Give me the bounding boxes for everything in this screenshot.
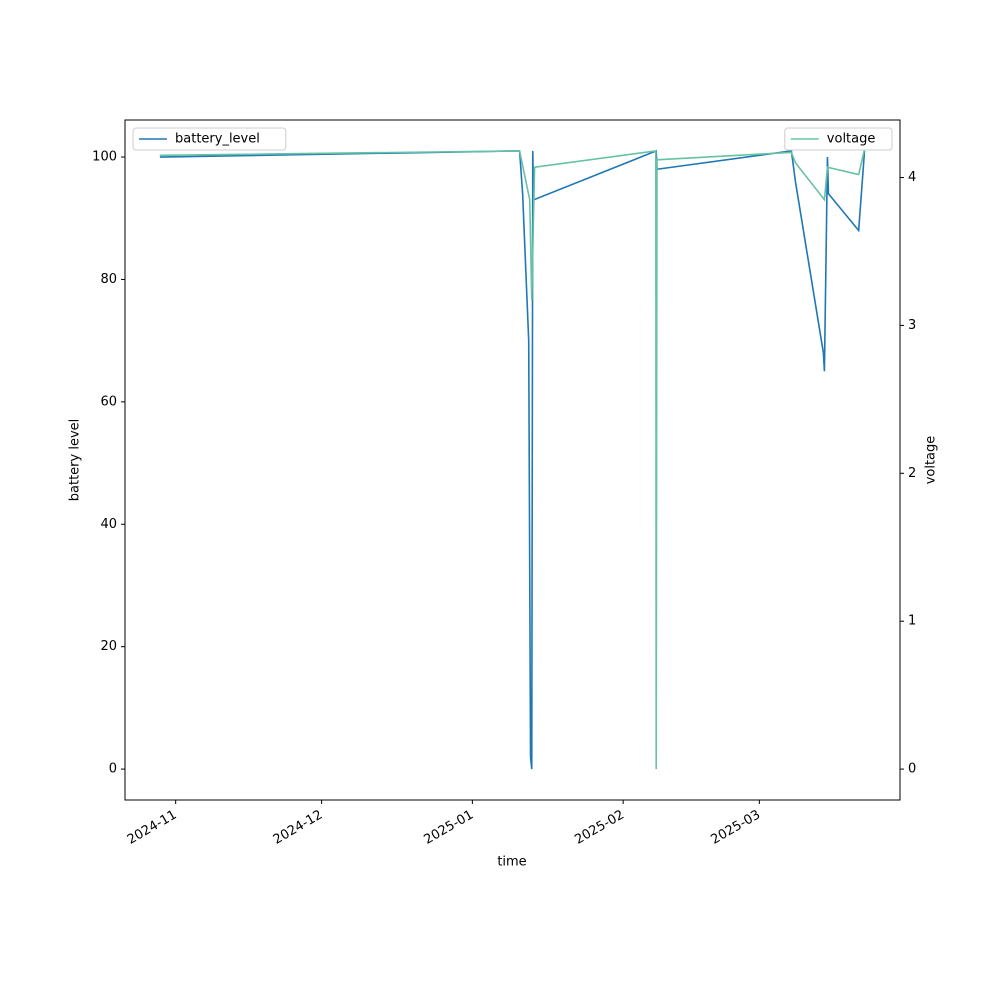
plot-frame [124, 119, 901, 801]
y-tick-label: 60 [100, 394, 117, 409]
y2-tick-label: 0 [908, 762, 916, 777]
x-axis-label: time [497, 855, 526, 870]
y-tick-label: 0 [109, 762, 117, 777]
legend: battery_level [132, 127, 287, 151]
y-tick-label: 40 [100, 517, 117, 532]
legend-box [784, 127, 893, 151]
y2-tick-label: 1 [908, 614, 916, 629]
data-line [159, 149, 866, 770]
y-tick-label: 80 [100, 272, 117, 287]
y-tick-label: 100 [92, 150, 117, 165]
legend-box [132, 127, 287, 151]
x-tick-label: 2025-02 [572, 808, 627, 848]
x-tick-label: 2025-01 [422, 808, 477, 848]
legend-label: battery_level [175, 132, 260, 147]
x-tick-label: 2025-03 [709, 808, 764, 848]
legend-label: voltage [827, 132, 876, 147]
x-tick-label: 2024-12 [271, 808, 326, 848]
y2-tick-label: 2 [908, 466, 916, 481]
y-tick-label: 20 [100, 639, 117, 654]
y2-axis-label: voltage [924, 436, 939, 485]
y2-tick-label: 3 [908, 318, 916, 333]
y2-tick-label: 4 [908, 170, 916, 185]
legend: voltage [784, 127, 893, 151]
data-line [159, 149, 866, 770]
x-tick-label: 2024-11 [125, 808, 180, 848]
y-axis-label: battery level [68, 419, 83, 502]
